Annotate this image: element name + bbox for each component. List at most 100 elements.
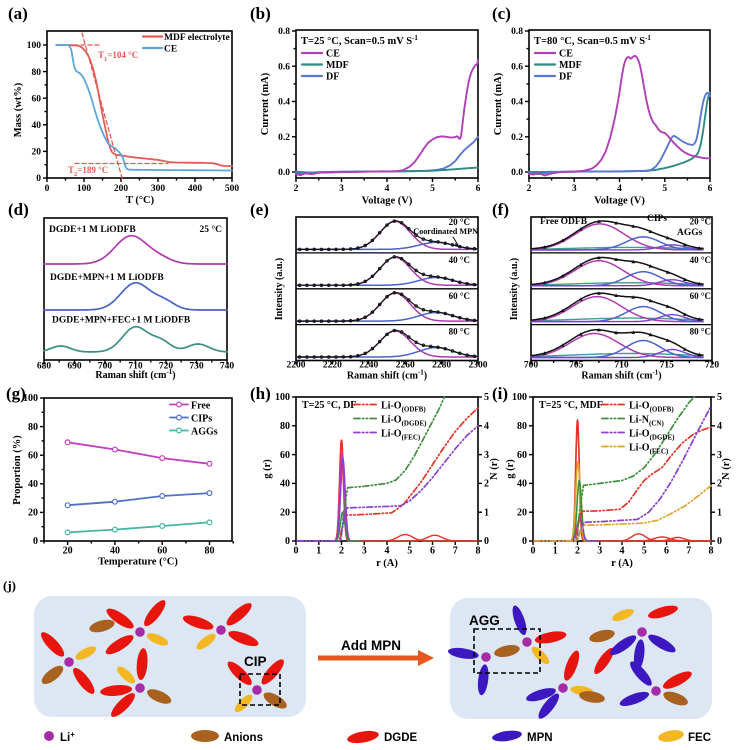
svg-text:2: 2 bbox=[339, 546, 344, 557]
svg-text:DGDE+MPN+1 M LiODFB: DGDE+MPN+1 M LiODFB bbox=[50, 273, 164, 283]
svg-text:T1=104 °C: T1=104 °C bbox=[98, 50, 138, 63]
svg-text:300: 300 bbox=[151, 184, 166, 194]
svg-text:2: 2 bbox=[717, 479, 722, 490]
svg-text:60 °C: 60 °C bbox=[690, 291, 711, 301]
svg-text:Anions: Anions bbox=[224, 732, 263, 744]
svg-text:0: 0 bbox=[484, 536, 489, 547]
svg-text:Li-O(ODFB): Li-O(ODFB) bbox=[629, 400, 674, 413]
svg-text:0.4: 0.4 bbox=[278, 98, 290, 108]
svg-text:Li-O(DGDE): Li-O(DGDE) bbox=[629, 428, 675, 441]
svg-text:3: 3 bbox=[572, 184, 577, 194]
svg-text:2200: 2200 bbox=[287, 361, 306, 371]
svg-text:N (r): N (r) bbox=[489, 458, 500, 480]
svg-text:705: 705 bbox=[569, 361, 584, 371]
svg-text:CIP: CIP bbox=[244, 654, 267, 669]
svg-text:5: 5 bbox=[642, 546, 647, 557]
svg-text:2: 2 bbox=[294, 184, 299, 194]
svg-text:(f): (f) bbox=[492, 200, 509, 219]
svg-text:Intensity (a.u.): Intensity (a.u.) bbox=[274, 258, 285, 321]
svg-text:5: 5 bbox=[717, 392, 722, 403]
svg-text:500: 500 bbox=[225, 184, 240, 194]
svg-text:8: 8 bbox=[709, 546, 714, 557]
svg-text:25 °C: 25 °C bbox=[199, 224, 222, 235]
svg-text:700: 700 bbox=[524, 361, 539, 371]
svg-text:40: 40 bbox=[280, 479, 290, 490]
svg-text:Raman shift (cm-1): Raman shift (cm-1) bbox=[581, 369, 661, 382]
svg-text:0.0: 0.0 bbox=[511, 168, 523, 178]
svg-text:Add MPN: Add MPN bbox=[341, 638, 401, 653]
svg-text:Li+: Li+ bbox=[60, 730, 75, 744]
svg-text:710: 710 bbox=[128, 362, 143, 372]
svg-text:100: 100 bbox=[512, 392, 527, 403]
svg-text:5: 5 bbox=[662, 184, 667, 194]
svg-text:40 °C: 40 °C bbox=[690, 255, 711, 265]
svg-text:20: 20 bbox=[280, 507, 290, 518]
svg-text:(g): (g) bbox=[6, 384, 26, 403]
svg-text:2: 2 bbox=[575, 546, 580, 557]
svg-text:80: 80 bbox=[32, 68, 42, 78]
svg-text:715: 715 bbox=[660, 361, 675, 371]
svg-text:MPN: MPN bbox=[527, 732, 553, 744]
svg-text:DGDE+1 M LiODFB: DGDE+1 M LiODFB bbox=[49, 225, 136, 235]
svg-text:DF: DF bbox=[559, 72, 572, 83]
svg-text:2: 2 bbox=[527, 184, 532, 194]
svg-text:60: 60 bbox=[32, 94, 42, 104]
svg-text:3: 3 bbox=[597, 546, 602, 557]
svg-text:80: 80 bbox=[280, 421, 290, 432]
svg-text:40: 40 bbox=[32, 121, 42, 131]
svg-text:MDF: MDF bbox=[559, 60, 582, 71]
svg-text:40: 40 bbox=[28, 479, 38, 490]
svg-text:80 °C: 80 °C bbox=[690, 327, 711, 337]
svg-text:FEC: FEC bbox=[688, 732, 711, 744]
svg-text:g (r): g (r) bbox=[262, 459, 273, 479]
svg-text:r (A): r (A) bbox=[376, 558, 398, 569]
svg-text:AGGs: AGGs bbox=[191, 426, 218, 437]
svg-text:6: 6 bbox=[430, 546, 435, 557]
svg-text:20: 20 bbox=[517, 507, 527, 518]
svg-text:6: 6 bbox=[664, 546, 669, 557]
svg-text:0: 0 bbox=[33, 536, 38, 547]
svg-text:N (r): N (r) bbox=[721, 458, 732, 480]
svg-text:5: 5 bbox=[430, 184, 435, 194]
svg-text:0.0: 0.0 bbox=[278, 168, 290, 178]
svg-text:100: 100 bbox=[275, 392, 290, 403]
svg-text:4: 4 bbox=[385, 184, 390, 194]
svg-text:0.2: 0.2 bbox=[511, 133, 523, 143]
svg-text:80: 80 bbox=[517, 421, 527, 432]
svg-text:Free: Free bbox=[191, 400, 211, 411]
svg-text:60: 60 bbox=[157, 546, 167, 557]
svg-text:740: 740 bbox=[220, 362, 235, 372]
svg-text:1: 1 bbox=[316, 546, 321, 557]
svg-text:2220: 2220 bbox=[323, 361, 342, 371]
svg-text:CE: CE bbox=[164, 45, 177, 55]
svg-text:20 °C: 20 °C bbox=[690, 217, 711, 227]
svg-text:4: 4 bbox=[617, 184, 622, 194]
svg-text:0.6: 0.6 bbox=[511, 62, 523, 72]
svg-text:T=25 °C, MDF: T=25 °C, MDF bbox=[539, 400, 603, 411]
svg-text:0.8: 0.8 bbox=[511, 27, 523, 37]
svg-text:Intensity (a.u.): Intensity (a.u.) bbox=[509, 258, 520, 321]
svg-text:T=25 °C, Scan=0.5 mV S-1: T=25 °C, Scan=0.5 mV S-1 bbox=[301, 34, 418, 47]
svg-text:T2=189 °C: T2=189 °C bbox=[68, 165, 108, 178]
svg-text:7: 7 bbox=[453, 546, 458, 557]
svg-text:r (A): r (A) bbox=[611, 558, 633, 569]
svg-text:3: 3 bbox=[339, 184, 344, 194]
svg-text:40: 40 bbox=[517, 479, 527, 490]
svg-text:Li-O(FEC): Li-O(FEC) bbox=[629, 442, 669, 455]
svg-text:0: 0 bbox=[522, 536, 527, 547]
svg-text:5: 5 bbox=[484, 392, 489, 403]
svg-text:0: 0 bbox=[285, 536, 290, 547]
svg-text:730: 730 bbox=[189, 362, 204, 372]
svg-text:(h): (h) bbox=[250, 384, 271, 403]
svg-text:4: 4 bbox=[484, 421, 489, 432]
svg-text:CE: CE bbox=[326, 49, 340, 60]
svg-text:T (°C): T (°C) bbox=[126, 195, 155, 206]
svg-text:Voltage (V): Voltage (V) bbox=[594, 196, 645, 207]
svg-text:2300: 2300 bbox=[469, 361, 488, 371]
svg-text:Temperature (°C): Temperature (°C) bbox=[98, 557, 178, 568]
svg-text:0: 0 bbox=[294, 546, 299, 557]
svg-text:60 °C: 60 °C bbox=[449, 291, 470, 301]
svg-text:2280: 2280 bbox=[432, 361, 451, 371]
svg-text:0: 0 bbox=[45, 184, 50, 194]
svg-text:(b): (b) bbox=[250, 4, 271, 23]
